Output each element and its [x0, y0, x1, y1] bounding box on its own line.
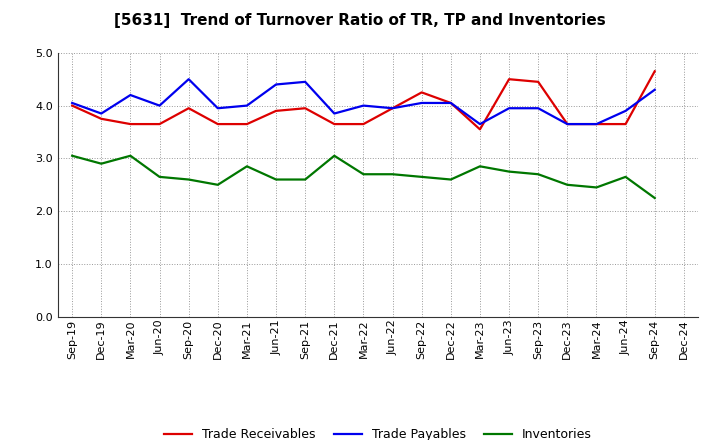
Trade Receivables	[126, 121, 135, 127]
Trade Receivables	[156, 121, 164, 127]
Inventories	[621, 174, 630, 180]
Inventories	[476, 164, 485, 169]
Inventories	[534, 172, 543, 177]
Trade Payables	[68, 100, 76, 106]
Inventories	[243, 164, 251, 169]
Inventories	[301, 177, 310, 182]
Trade Payables	[476, 121, 485, 127]
Trade Receivables	[68, 103, 76, 108]
Trade Receivables	[388, 106, 397, 111]
Inventories	[505, 169, 513, 174]
Inventories	[184, 177, 193, 182]
Trade Receivables	[650, 69, 659, 74]
Trade Receivables	[418, 90, 426, 95]
Trade Receivables	[213, 121, 222, 127]
Trade Payables	[388, 106, 397, 111]
Trade Receivables	[563, 121, 572, 127]
Inventories	[388, 172, 397, 177]
Trade Payables	[650, 87, 659, 92]
Trade Payables	[446, 100, 455, 106]
Inventories	[68, 153, 76, 158]
Trade Payables	[271, 82, 280, 87]
Line: Trade Payables: Trade Payables	[72, 79, 654, 124]
Trade Receivables	[330, 121, 338, 127]
Inventories	[650, 195, 659, 201]
Trade Payables	[330, 111, 338, 116]
Trade Payables	[563, 121, 572, 127]
Trade Payables	[592, 121, 600, 127]
Inventories	[359, 172, 368, 177]
Trade Receivables	[476, 127, 485, 132]
Trade Receivables	[534, 79, 543, 84]
Line: Trade Receivables: Trade Receivables	[72, 71, 654, 129]
Trade Receivables	[97, 116, 106, 121]
Trade Payables	[621, 108, 630, 114]
Trade Receivables	[505, 77, 513, 82]
Inventories	[446, 177, 455, 182]
Trade Payables	[301, 79, 310, 84]
Trade Receivables	[446, 100, 455, 106]
Trade Payables	[156, 103, 164, 108]
Trade Payables	[534, 106, 543, 111]
Inventories	[592, 185, 600, 190]
Trade Receivables	[359, 121, 368, 127]
Trade Payables	[184, 77, 193, 82]
Trade Payables	[359, 103, 368, 108]
Inventories	[97, 161, 106, 166]
Trade Payables	[126, 92, 135, 98]
Inventories	[271, 177, 280, 182]
Trade Receivables	[184, 106, 193, 111]
Legend: Trade Receivables, Trade Payables, Inventories: Trade Receivables, Trade Payables, Inven…	[159, 423, 597, 440]
Trade Payables	[505, 106, 513, 111]
Trade Receivables	[271, 108, 280, 114]
Trade Payables	[418, 100, 426, 106]
Trade Payables	[213, 106, 222, 111]
Inventories	[418, 174, 426, 180]
Trade Receivables	[621, 121, 630, 127]
Trade Payables	[97, 111, 106, 116]
Trade Payables	[243, 103, 251, 108]
Inventories	[563, 182, 572, 187]
Inventories	[330, 153, 338, 158]
Inventories	[213, 182, 222, 187]
Line: Inventories: Inventories	[72, 156, 654, 198]
Inventories	[126, 153, 135, 158]
Trade Receivables	[301, 106, 310, 111]
Trade Receivables	[592, 121, 600, 127]
Trade Receivables	[243, 121, 251, 127]
Inventories	[156, 174, 164, 180]
Text: [5631]  Trend of Turnover Ratio of TR, TP and Inventories: [5631] Trend of Turnover Ratio of TR, TP…	[114, 13, 606, 28]
